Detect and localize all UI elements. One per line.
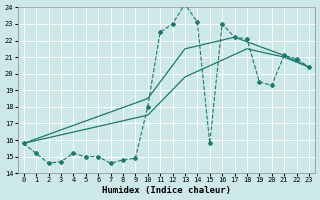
X-axis label: Humidex (Indice chaleur): Humidex (Indice chaleur) xyxy=(102,186,231,195)
